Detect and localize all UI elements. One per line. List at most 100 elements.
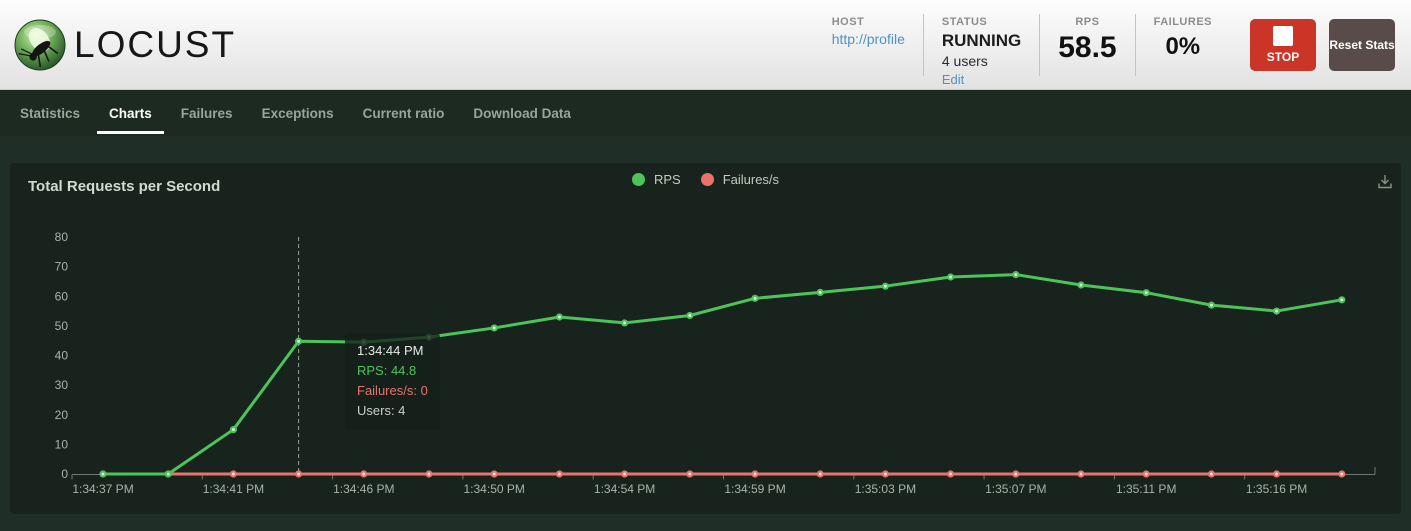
stop-button[interactable]: STOP (1250, 18, 1316, 71)
data-point-center (1210, 472, 1213, 476)
tab-current-ratio[interactable]: Current ratio (362, 106, 445, 121)
x-tick-label: 1:35:07 PM (985, 482, 1046, 496)
data-point-center (1275, 309, 1278, 313)
tab-statistics[interactable]: Statistics (20, 106, 81, 121)
y-tick-label: 0 (61, 467, 68, 481)
data-point-center (297, 339, 300, 343)
main-nav: Statistics Charts Failures Exceptions Cu… (0, 90, 1411, 136)
failures-section: FAILURES 0% (1136, 14, 1230, 76)
data-point-center (101, 472, 105, 476)
failures-legend-label: Failures/s (722, 172, 780, 187)
legend-item-rps[interactable]: RPS (631, 172, 681, 187)
x-tick-label: 1:35:16 PM (1246, 482, 1307, 496)
failures-value: 0% (1165, 32, 1201, 60)
x-tick-label: 1:34:50 PM (464, 482, 525, 496)
main-content: 0 10 20 30 40 50 60 70 80 1:34:37 PM 1:34:41 PM 1:3… (0, 136, 1411, 531)
locust-logo: LOCUST (14, 19, 236, 71)
y-tick-label: 40 (55, 349, 69, 363)
header-info: HOST http://profile STATUS RUNNING 4 use… (814, 13, 1230, 87)
tab-charts[interactable]: Charts (97, 92, 164, 134)
chart-tooltip: 1:34:44 PM RPS: 44.8 Failures/s: 0 Users… (345, 333, 440, 430)
rps-legend-dot-icon (631, 173, 645, 186)
x-tick-label: 1:34:46 PM (333, 482, 394, 496)
data-point-center (818, 290, 822, 294)
y-tick-label: 10 (55, 437, 69, 451)
data-point-center (427, 472, 431, 476)
data-point-center (1340, 298, 1344, 302)
y-tick-label: 60 (55, 289, 69, 303)
x-tick-label: 1:34:54 PM (594, 482, 655, 496)
data-point-center (297, 472, 300, 476)
data-point-center (818, 472, 822, 476)
tooltip-failures: Failures/s: 0 (357, 383, 428, 398)
data-point-center (1079, 283, 1083, 287)
rps-chart-panel: 0 10 20 30 40 50 60 70 80 1:34:37 PM 1:34:41 PM 1:3… (10, 163, 1401, 514)
data-point-center (884, 472, 887, 476)
tab-failures[interactable]: Failures (180, 106, 233, 121)
chart-legend: RPS Failures/s (10, 172, 1401, 187)
rps-legend-label: RPS (653, 172, 681, 187)
download-chart-icon[interactable] (1376, 173, 1394, 191)
stop-square-icon (1273, 25, 1293, 46)
data-point-center (232, 428, 235, 431)
data-point-center (753, 472, 757, 476)
top-header: LOCUST HOST http://profile STATUS RUNNIN… (0, 0, 1411, 90)
y-tick-label: 50 (55, 319, 69, 333)
x-tick-label: 1:35:11 PM (1116, 482, 1176, 496)
data-point-center (1275, 472, 1278, 476)
rps-chart-canvas[interactable]: 0 10 20 30 40 50 60 70 80 1:34:37 PM 1:34:41 PM 1:3… (10, 163, 1401, 514)
tooltip-time: 1:34:44 PM (357, 343, 424, 358)
data-point-center (688, 472, 692, 476)
x-tick-label: 1:34:37 PM (72, 482, 133, 496)
x-tick-label: 1:35:03 PM (855, 482, 916, 496)
y-tick-label: 30 (55, 378, 69, 392)
data-point-center (1014, 472, 1018, 476)
rps-line (103, 273, 1343, 476)
tooltip-users: Users: 4 (357, 403, 406, 418)
host-link[interactable]: http://profile (831, 30, 905, 47)
locust-logo-icon (14, 19, 66, 70)
data-point-center (1144, 291, 1148, 295)
rps-label: RPS (1075, 15, 1100, 28)
rps-section: RPS 58.5 (1040, 13, 1136, 76)
failures-label: FAILURES (1153, 15, 1212, 28)
y-tick-label: 70 (55, 260, 69, 274)
data-point-center (949, 275, 952, 279)
x-tick-label: 1:34:41 PM (203, 482, 264, 496)
status-value: RUNNING (941, 30, 1022, 50)
data-point-center (1210, 303, 1213, 307)
data-point-center (1079, 472, 1083, 476)
tab-download-data[interactable]: Download Data (473, 106, 571, 121)
data-point-center (623, 472, 626, 476)
host-label: HOST (831, 15, 865, 28)
chart-title: Total Requests per Second (28, 178, 221, 195)
edit-users-link[interactable]: Edit (941, 71, 965, 87)
data-point-center (558, 472, 561, 476)
y-tick-label: 80 (55, 230, 69, 244)
data-point-center (1014, 273, 1018, 277)
x-tick-label: 1:34:59 PM (724, 482, 785, 496)
header-buttons: STOP Reset Stats (1250, 18, 1395, 71)
data-point-center (949, 472, 952, 476)
reset-stats-button[interactable]: Reset Stats (1329, 18, 1395, 71)
data-point-center (1340, 472, 1344, 476)
data-point-center (884, 284, 887, 288)
data-point-center (688, 314, 692, 317)
status-section: STATUS RUNNING 4 users Edit (924, 13, 1041, 87)
data-point-center (492, 326, 496, 330)
tab-exceptions[interactable]: Exceptions (261, 106, 334, 121)
failures-legend-dot-icon (700, 173, 714, 186)
status-users-count: 4 users (941, 52, 988, 69)
data-point-center (492, 472, 496, 476)
data-point-center (1144, 472, 1148, 476)
data-point-center (166, 472, 170, 476)
data-point-center (558, 315, 561, 319)
legend-item-failures[interactable]: Failures/s (700, 172, 780, 187)
y-tick-label: 20 (55, 408, 69, 422)
data-point-center (623, 321, 626, 325)
data-point-center (362, 472, 366, 476)
logo-wordmark: LOCUST (74, 23, 237, 65)
tooltip-rps: RPS: 44.8 (357, 363, 417, 378)
host-section: HOST http://profile (814, 13, 924, 76)
data-point-center (753, 296, 757, 300)
